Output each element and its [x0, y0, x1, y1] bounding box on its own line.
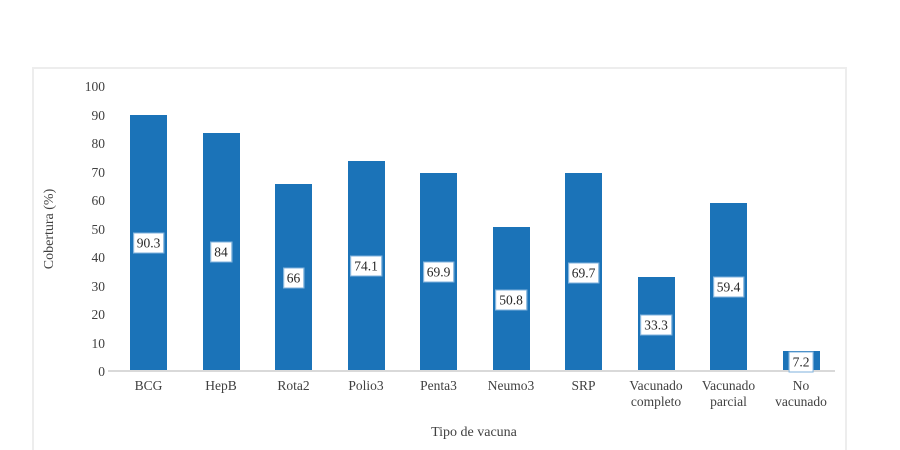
- bar-value-label: 69.7: [567, 262, 600, 284]
- y-tick-label: 0: [98, 364, 105, 379]
- bar-value-label: 69.9: [422, 261, 455, 283]
- bar-value-label: 84: [210, 241, 232, 263]
- x-axis-title: Tipo de vacuna: [431, 425, 517, 440]
- y-tick-label: 50: [91, 221, 106, 237]
- y-tick-label: 30: [91, 278, 106, 294]
- chart-frame: Cobertura (%) 0 10 20 30 40 50 60 70 80 90 100 90.…: [32, 67, 847, 450]
- bar-value-label: 66: [282, 267, 305, 289]
- y-tick-label: 70: [91, 164, 106, 180]
- x-category-label: Vacunado completo: [629, 378, 683, 409]
- x-category-label: Polio3: [348, 378, 384, 393]
- bar-value-label: 90.3: [132, 232, 165, 254]
- y-tick-label: 100: [84, 79, 105, 94]
- bar-value-label: 59.4: [712, 276, 745, 298]
- y-tick-label: 20: [91, 307, 106, 322]
- bar-value-label: 7.2: [788, 351, 814, 373]
- x-category-label: Vacunado parcial: [701, 378, 756, 409]
- y-tick-label: 60: [91, 193, 106, 208]
- y-tick-label: 90: [91, 107, 106, 123]
- bar-value-label: 74.1: [350, 255, 382, 277]
- y-tick-label: 80: [91, 136, 106, 151]
- x-category-label: HepB: [205, 378, 237, 393]
- bar-value-label: 33.3: [640, 314, 672, 336]
- x-category-label: BCG: [134, 378, 163, 393]
- y-tick-label: 40: [91, 250, 106, 265]
- x-category-label: Rota2: [277, 378, 310, 393]
- x-category-label: SRP: [571, 378, 596, 393]
- y-tick-label: 10: [91, 335, 106, 351]
- bar-value-label: 50.8: [495, 289, 527, 311]
- x-category-label: Penta3: [420, 378, 457, 393]
- y-axis-title: Cobertura (%): [42, 188, 57, 270]
- x-category-label: Neumo3: [487, 378, 535, 393]
- x-axis-line: [108, 370, 835, 372]
- x-category-label: No vacunado: [775, 378, 827, 409]
